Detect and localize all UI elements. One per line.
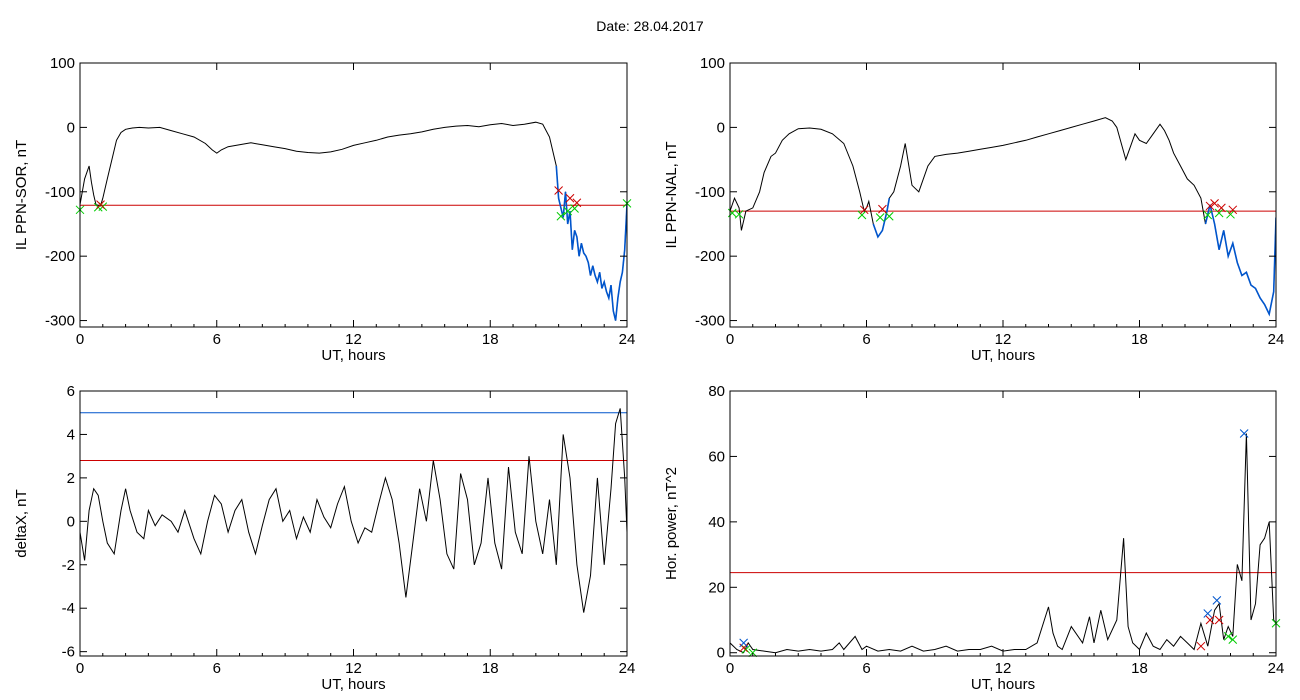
nal-marker-0-5	[1203, 210, 1213, 220]
nal-series-line-0	[730, 117, 1276, 316]
power-marker-2-3	[1239, 429, 1249, 438]
power-marker-0-1	[748, 648, 758, 658]
sor-xtick-label-0: 0	[76, 331, 84, 348]
sor-marker-1-0	[96, 200, 105, 210]
deltax-ytick-label-0: -6	[62, 644, 75, 661]
power-xtick-label-1: 6	[862, 660, 870, 677]
nal-marker-1-2	[1205, 201, 1215, 211]
deltax-ytick-label-5: 4	[67, 426, 75, 443]
nal-plot-frame	[729, 62, 1277, 328]
deltax-ytick-label-1: -4	[62, 600, 75, 617]
sor-ytick-label-1: -200	[45, 248, 75, 265]
deltax-xtick-label-3: 18	[482, 660, 499, 677]
nal-marker-0-3	[875, 213, 885, 222]
deltax-ytick-label-3: 0	[67, 513, 75, 530]
nal-ytick-label-3: 0	[717, 119, 725, 136]
power-series-line-0	[730, 433, 1276, 654]
power-marker-0-2	[1223, 632, 1233, 641]
deltax-plot-frame	[79, 390, 628, 657]
sor-series-line-0	[80, 121, 627, 321]
panel-hor-power: 0 6 12 18 24 0 20 40 60 80 UT, hours Hor. power, nT…	[663, 383, 1284, 693]
nal-xtick-label-0: 0	[726, 331, 734, 348]
nal-xtick-label-2: 12	[995, 331, 1012, 348]
sor-xtick-label-2: 12	[345, 331, 362, 348]
sor-ytick-label-0: -300	[45, 313, 75, 330]
nal-marker-0-4	[884, 211, 894, 221]
nal-marker-0-1	[734, 209, 744, 219]
power-marker-1-1	[1196, 641, 1206, 651]
nal-marker-0-2	[857, 210, 867, 220]
power-marker-1-3	[1214, 615, 1224, 625]
figure-title: Date: 28.04.2017	[596, 18, 704, 34]
sor-marker-0-5	[570, 204, 579, 213]
power-marker-0-3	[1228, 635, 1238, 644]
nal-marker-0-0	[727, 208, 737, 218]
nal-xtick-label-3: 18	[1131, 331, 1148, 348]
panel-il-ppn-sor: 0 6 12 18 24 -300 -200 -100 0 100 UT, hours IL PPN-…	[13, 55, 635, 364]
nal-xtick-label-4: 24	[1268, 331, 1285, 348]
deltax-ytick-label-4: 2	[67, 470, 75, 487]
nal-marker-0-6	[1214, 208, 1224, 218]
sor-ytick-label-2: -100	[45, 184, 75, 201]
nal-marker-0-7	[1226, 209, 1235, 219]
nal-ytick-label-1: -200	[695, 248, 725, 265]
nal-marker-1-5	[1228, 205, 1238, 215]
power-y-axis-label: Hor. power, nT^2	[663, 467, 680, 580]
nal-highlight-segment-0	[872, 198, 891, 239]
sor-ytick-label-3: 0	[67, 119, 75, 136]
nal-ytick-label-0: -300	[695, 313, 725, 330]
sor-marker-1-2	[565, 193, 575, 203]
nal-ytick-label-2: -100	[695, 184, 725, 201]
power-xtick-label-0: 0	[726, 660, 734, 677]
sor-y-axis-label: IL PPN-SOR, nT	[13, 140, 30, 250]
deltax-series-line-0	[80, 408, 627, 613]
nal-x-axis-label: UT, hours	[971, 347, 1035, 364]
deltax-ytick-label-6: 6	[67, 383, 75, 400]
sor-xtick-label-4: 24	[619, 331, 636, 348]
power-x-axis-label: UT, hours	[971, 676, 1035, 693]
power-xtick-label-3: 18	[1131, 660, 1148, 677]
sor-xtick-label-3: 18	[482, 331, 499, 348]
panel-il-ppn-nal: 0 6 12 18 24 -300 -200 -100 0 100 UT, hours IL PPN-…	[663, 55, 1284, 364]
deltax-x-axis-label: UT, hours	[321, 676, 385, 693]
sor-xtick-label-1: 6	[213, 331, 221, 348]
sor-marker-1-3	[572, 198, 582, 208]
deltax-xtick-label-2: 12	[345, 660, 362, 677]
nal-marker-1-3	[1210, 199, 1219, 208]
power-xtick-label-4: 24	[1268, 660, 1285, 677]
power-marker-2-0	[739, 638, 749, 648]
deltax-xtick-label-1: 6	[213, 660, 221, 677]
power-ytick-label-0: 0	[717, 645, 725, 662]
power-ytick-label-2: 40	[708, 514, 725, 531]
power-ytick-label-1: 20	[708, 579, 725, 596]
power-ytick-label-3: 60	[708, 448, 725, 465]
deltax-xtick-label-4: 24	[619, 660, 636, 677]
nal-ytick-label-4: 100	[700, 55, 725, 72]
sor-marker-0-4	[563, 206, 573, 216]
sor-marker-0-3	[556, 211, 566, 221]
power-marker-2-2	[1212, 596, 1222, 605]
nal-marker-1-4	[1217, 203, 1226, 213]
nal-marker-1-0	[859, 205, 869, 215]
nal-xtick-label-1: 6	[862, 331, 870, 348]
power-ytick-label-4: 80	[708, 383, 725, 400]
sor-x-axis-label: UT, hours	[321, 347, 385, 364]
deltax-y-axis-label: deltaX, nT	[13, 489, 30, 557]
power-xtick-label-2: 12	[995, 660, 1012, 677]
deltax-xtick-label-0: 0	[76, 660, 84, 677]
power-marker-2-1	[1203, 609, 1213, 618]
sor-ytick-label-4: 100	[50, 55, 75, 72]
power-marker-1-2	[1205, 615, 1215, 625]
nal-highlight-segment-1	[1204, 204, 1276, 317]
sor-marker-1-1	[554, 186, 563, 195]
nal-marker-1-1	[878, 204, 887, 214]
nal-y-axis-label: IL PPN-NAL, nT	[663, 142, 680, 249]
deltax-ytick-label-2: -2	[62, 557, 75, 574]
sor-plot-frame	[79, 62, 628, 328]
sor-highlight-segment-0	[555, 165, 627, 321]
power-plot-frame	[729, 390, 1277, 657]
